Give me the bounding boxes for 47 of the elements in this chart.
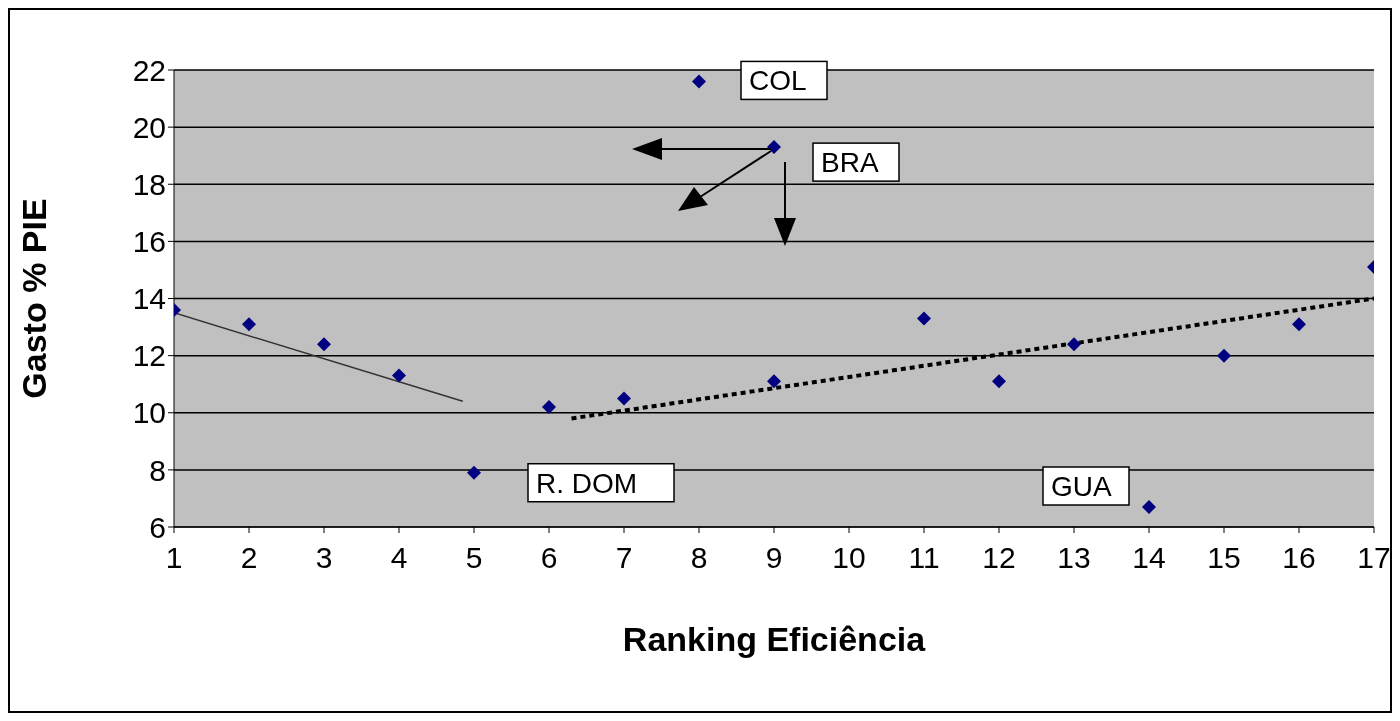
annotation: R. DOM xyxy=(536,467,638,499)
point xyxy=(617,391,631,406)
y-tick-label: 16 xyxy=(132,225,166,259)
point xyxy=(392,368,406,383)
x-tick-label: 17 xyxy=(1357,541,1391,575)
x-tick-label: 4 xyxy=(390,541,408,575)
y-tick-label: 10 xyxy=(132,396,166,430)
x-tick-label: 5 xyxy=(465,541,483,575)
y-tick-label: 12 xyxy=(132,339,166,373)
x-tick-label: 13 xyxy=(1057,541,1091,575)
point xyxy=(992,374,1006,389)
x-tick-label: 2 xyxy=(240,541,258,575)
point xyxy=(1142,500,1156,515)
x-tick-label: 9 xyxy=(765,541,783,575)
y-tick-label: 20 xyxy=(132,110,166,144)
annotation: BRA xyxy=(821,147,879,179)
annotation: COL xyxy=(749,65,807,97)
y-tick-label: 22 xyxy=(132,53,166,87)
x-tick-label: 3 xyxy=(315,541,333,575)
point xyxy=(467,465,481,480)
point xyxy=(1067,337,1081,352)
x-tick-label: 10 xyxy=(832,541,866,575)
x-tick-label: 14 xyxy=(1132,541,1166,575)
point xyxy=(767,374,781,389)
x-tick-label: 15 xyxy=(1207,541,1241,575)
x-tick-label: 1 xyxy=(165,541,183,575)
y-tick-label: 14 xyxy=(132,282,166,316)
y-tick-label: 8 xyxy=(149,453,166,487)
x-tick-label: 8 xyxy=(690,541,708,575)
point xyxy=(242,317,256,332)
point xyxy=(917,311,931,326)
point xyxy=(767,140,781,155)
point xyxy=(317,337,331,352)
point xyxy=(1217,348,1231,363)
y-axis-title: Gasto % PIE xyxy=(15,198,54,399)
point xyxy=(542,400,556,415)
annotation: GUA xyxy=(1051,471,1112,503)
x-tick-label: 16 xyxy=(1282,541,1316,575)
y-tick-label: 18 xyxy=(132,167,166,201)
point xyxy=(692,74,706,89)
x-tick-label: 11 xyxy=(908,541,940,575)
point xyxy=(1292,317,1306,332)
x-axis-title: Ranking Eficiência xyxy=(622,620,927,658)
x-tick-label: 12 xyxy=(982,541,1016,575)
x-tick-label: 7 xyxy=(615,541,633,575)
y-tick-label: 6 xyxy=(149,510,166,544)
x-tick-label: 6 xyxy=(540,541,558,575)
